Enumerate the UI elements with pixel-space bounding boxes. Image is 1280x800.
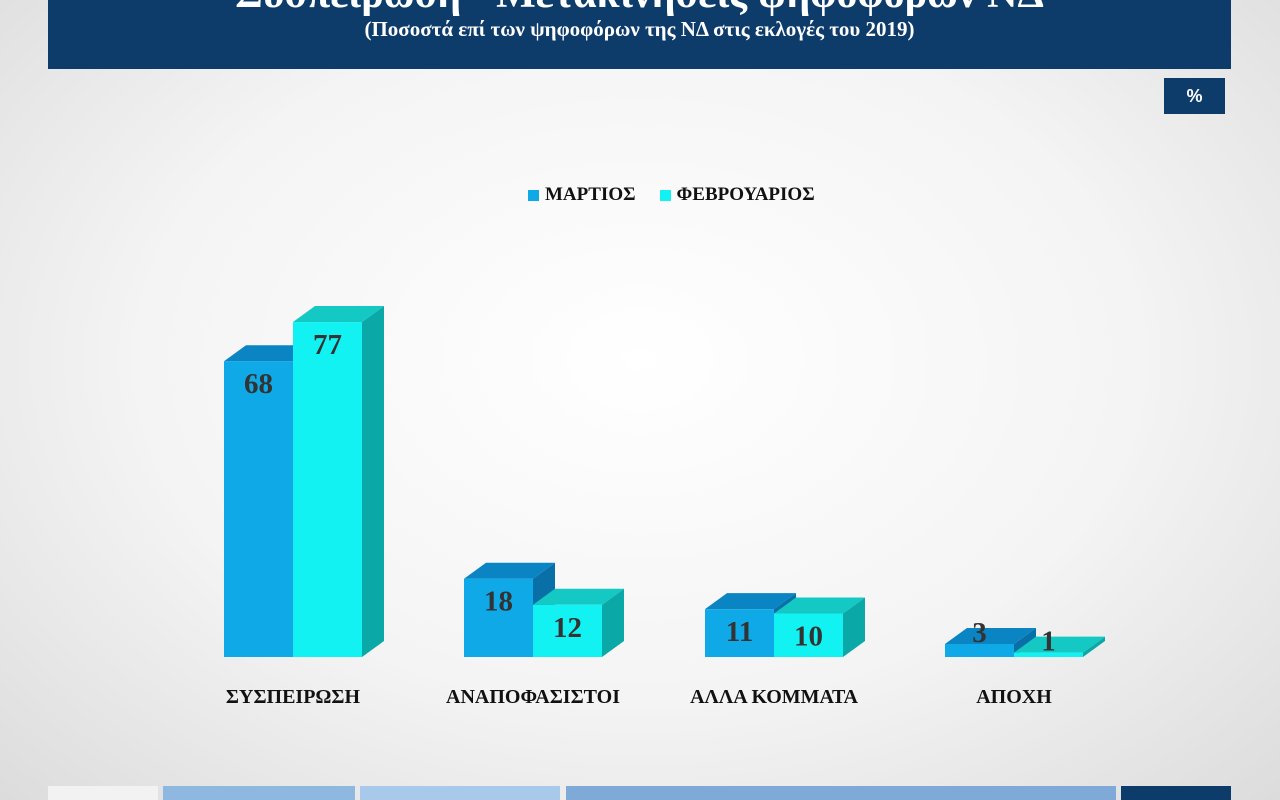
footer-block-3 <box>566 786 1116 800</box>
legend-item-february: ΦΕΒΡΟΥΑΡΙΟΣ <box>659 184 815 206</box>
bar-march-0 <box>224 361 293 657</box>
footer-block-1 <box>163 786 355 800</box>
category-label-3: ΑΠΟΧΗ <box>976 686 1052 708</box>
chart-legend: ΜΑΡΤΙΟΣ ΦΕΒΡΟΥΑΡΙΟΣ <box>528 184 815 206</box>
bar-february-2-top <box>774 597 865 614</box>
unit-badge: % <box>1164 78 1225 114</box>
bar-march-2 <box>705 609 774 657</box>
data-label-march-1: 18 <box>484 586 513 618</box>
page-subtitle: (Ποσοστά επί των ψηφοφόρων της ΝΔ στις ε… <box>364 17 915 41</box>
category-label-2: ΑΛΛΑ ΚΟΜΜΑΤΑ <box>690 686 858 708</box>
bar-march-1-top <box>464 562 555 579</box>
data-label-march-2: 11 <box>726 616 753 648</box>
data-label-march-0: 68 <box>244 368 273 400</box>
legend-swatch-march <box>528 189 539 201</box>
bar-february-1-top <box>533 588 624 605</box>
page-title: Συσπείρωση - Μετακινήσεις ψηφοφόρων ΝΔ <box>48 0 1231 18</box>
bar-march-0-top <box>224 345 315 362</box>
legend-label-february: ΦΕΒΡΟΥΑΡΙΟΣ <box>676 184 815 205</box>
footer-block-2 <box>360 786 560 800</box>
header-banner: Συσπείρωση - Μετακινήσεις ψηφοφόρων ΝΔ (… <box>48 0 1231 69</box>
legend-label-march: ΜΑΡΤΙΟΣ <box>545 184 636 205</box>
data-label-february-3: 1 <box>1041 626 1056 658</box>
legend-item-march: ΜΑΡΤΙΟΣ <box>528 184 636 206</box>
footer-logo-block <box>48 786 158 800</box>
bar-february-0 <box>293 322 362 657</box>
data-label-february-1: 12 <box>553 612 582 644</box>
bar-february-3-side <box>1083 636 1105 657</box>
footer-block-4 <box>1121 786 1231 800</box>
bar-march-1 <box>464 578 533 657</box>
bar-february-2-side <box>843 597 865 657</box>
bar-february-3 <box>1014 652 1083 657</box>
bar-march-2-top <box>705 593 796 610</box>
data-label-february-0: 77 <box>313 329 342 361</box>
data-label-march-3: 3 <box>972 617 987 649</box>
bar-february-0-side <box>362 306 384 657</box>
legend-swatch-february <box>659 189 671 201</box>
category-label-0: ΣΥΣΠΕΙΡΩΣΗ <box>226 686 361 708</box>
bar-february-1-side <box>602 588 624 657</box>
bar-february-0-top <box>293 306 384 323</box>
category-label-1: ΑΝΑΠΟΦΑΣΙΣΤΟΙ <box>446 686 620 708</box>
footer-strip <box>0 786 1280 800</box>
data-label-february-2: 10 <box>794 621 823 653</box>
bar-february-3-top <box>1014 636 1105 653</box>
bar-february-1 <box>533 604 602 657</box>
bar-february-2 <box>774 613 843 657</box>
bar-march-3 <box>945 643 1014 657</box>
bar-march-3-top <box>945 627 1036 644</box>
